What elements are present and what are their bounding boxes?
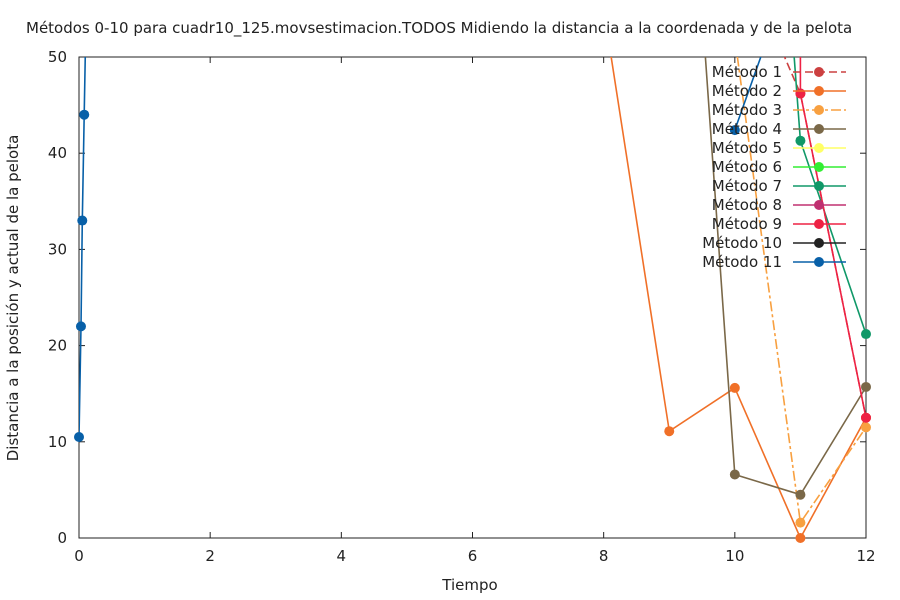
y-axis-label: Distancia a la posición y actual de la p… (4, 135, 22, 462)
series-9-line (799, 57, 866, 418)
x-tick-label: 8 (599, 547, 609, 565)
legend-label: Método 3 (712, 101, 782, 119)
series-11-point (77, 215, 88, 226)
series-3-point (795, 517, 806, 528)
series-2-point (729, 382, 740, 393)
series-11-line (79, 57, 87, 438)
legend-label: Método 1 (712, 63, 782, 81)
x-tick-label: 6 (468, 547, 478, 565)
series-layer (74, 57, 871, 543)
series-7-point (861, 329, 871, 340)
y-tick-label: 30 (48, 240, 67, 258)
legend-swatch-marker (814, 219, 824, 229)
legend-label: Método 2 (712, 82, 782, 100)
series-2-point (664, 426, 675, 437)
legend-label: Método 4 (712, 120, 782, 138)
series-4-point (861, 381, 871, 392)
y-tick-label: 0 (57, 529, 67, 547)
series-9-point (861, 412, 871, 423)
series-4-line (704, 57, 866, 496)
legend-label: Método 11 (702, 253, 782, 271)
legend-swatch-marker (814, 257, 824, 267)
series-9-point (795, 88, 806, 99)
series-11-point (79, 109, 90, 120)
x-tick-label: 2 (205, 547, 215, 565)
x-tick-label: 4 (337, 547, 347, 565)
series-2-point (795, 533, 806, 543)
y-tick-label: 10 (48, 433, 67, 451)
legend-label: Método 6 (712, 158, 782, 176)
series-11-point (729, 125, 740, 136)
series-7-point (795, 135, 806, 146)
legend-swatch-marker (814, 181, 824, 191)
legend-label: Método 5 (712, 139, 782, 157)
legend-label: Método 9 (712, 215, 782, 233)
y-tick-label: 20 (48, 337, 67, 355)
legend-swatch-marker (814, 124, 824, 134)
legend-swatch-marker (814, 143, 824, 153)
legend-swatch-marker (814, 200, 824, 210)
legend-swatch-marker (814, 86, 824, 96)
chart-title: Métodos 0-10 para cuadr10_125.movsestima… (26, 19, 852, 38)
y-tick-label: 50 (48, 48, 67, 66)
legend-swatch-marker (814, 238, 824, 248)
series-4-point (729, 469, 740, 480)
series-7-line (793, 57, 866, 335)
x-tick-label: 10 (725, 547, 744, 565)
legend-label: Método 10 (702, 234, 782, 252)
series-4-point (795, 489, 806, 500)
x-tick-label: 0 (74, 547, 84, 565)
x-axis-label: Tiempo (441, 576, 497, 594)
legend-swatch-marker (814, 162, 824, 172)
series-11-point (74, 431, 84, 442)
y-tick-label: 40 (48, 144, 67, 162)
legend-label: Método 8 (712, 196, 782, 214)
series-3-point (861, 422, 871, 433)
series-11-point (75, 321, 86, 332)
legend-swatch-marker (814, 67, 824, 77)
series-11-line-segment (734, 57, 762, 131)
legend-swatch-marker (814, 105, 824, 115)
legend-label: Método 7 (712, 177, 782, 195)
x-tick-label: 12 (856, 547, 875, 565)
